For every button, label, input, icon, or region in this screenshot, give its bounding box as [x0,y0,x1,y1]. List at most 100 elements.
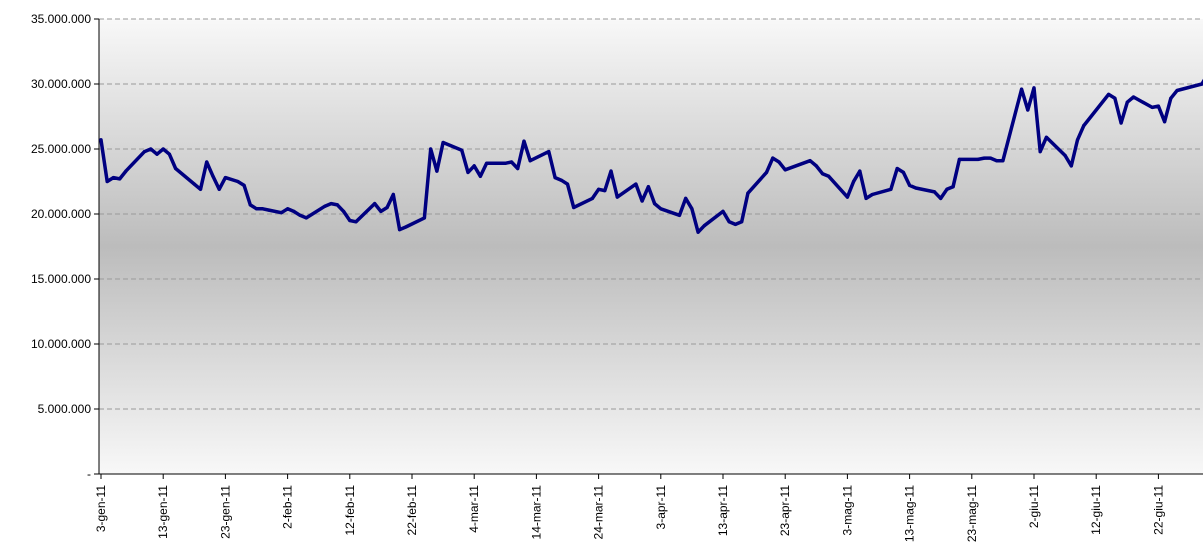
data-point-0-109 [1032,86,1036,90]
data-point-0-39 [404,225,408,229]
x-axis-tick-labels: 3-gen-11 13-gen-11 23-gen-11 2-feb-11 12-feb… [94,485,1165,542]
data-point-0-36 [385,205,389,210]
data-point-0-84 [814,164,818,168]
x-tick-label-6: 4-mar-11 [467,485,481,533]
data-point-0-56 [559,178,563,182]
data-point-0-73 [702,224,706,228]
data-point-0-114 [1075,138,1080,142]
x-tick-label-13: 13-mag-11 [903,485,917,542]
data-point-0-17 [236,179,240,184]
data-point-0-88 [852,179,856,184]
x-tick-label-7: 14-mar-11 [529,485,543,540]
data-point-0-104 [988,156,993,160]
data-point-0-43 [441,140,445,145]
data-point-0-120 [1131,95,1136,99]
data-point-0-102 [976,157,980,161]
data-point-0-69 [677,213,682,217]
data-point-0-94 [901,170,905,174]
data-point-0-21 [261,207,265,211]
data-point-0-38 [397,228,402,232]
data-point-0-119 [1125,100,1129,104]
data-point-0-124 [1169,96,1173,100]
data-point-0-72 [696,230,700,234]
data-point-0-62 [609,169,613,173]
data-point-0-47 [478,174,483,178]
x-tick-label-11: 23-apr-11 [778,485,792,536]
series-layer [99,78,1203,234]
y-tick-label-3: 15.000.000 [31,272,91,286]
gridlines [99,18,1203,410]
data-point-0-123 [1163,120,1167,124]
data-point-0-66 [646,185,650,189]
x-tick-label-12: 3-mag-11 [840,485,854,536]
data-point-0-11 [192,182,196,186]
x-tick-label-8: 24-mar-11 [592,485,606,540]
data-point-0-57 [565,182,570,186]
data-point-0-107 [1019,87,1024,91]
data-point-0-98 [939,196,943,200]
data-point-0-23 [279,211,283,215]
data-point-0-121 [1150,105,1154,109]
x-tick-label-16: 12-giu-11 [1089,485,1103,535]
data-point-0-86 [827,174,831,178]
data-point-0-33 [354,220,358,224]
data-point-0-52 [522,139,526,143]
data-point-0-74 [721,209,725,213]
data-point-0-55 [553,176,557,180]
data-point-0-81 [777,160,781,164]
data-point-0-42 [435,169,439,173]
data-point-0-95 [908,183,912,187]
data-point-0-65 [640,199,644,203]
data-point-0-112 [1063,153,1067,158]
data-point-0-82 [783,168,787,172]
data-point-0-54 [547,150,551,154]
data-point-0-0 [99,138,103,142]
data-point-0-5 [142,150,147,154]
data-point-0-58 [572,205,576,210]
data-point-0-41 [429,147,433,151]
data-point-0-8 [161,147,165,151]
data-point-0-7 [155,152,159,156]
data-point-0-70 [684,196,688,200]
x-tick-label-3: 2-feb-11 [281,485,295,529]
data-point-0-101 [957,157,961,161]
data-point-0-106 [1001,159,1005,163]
data-point-0-10 [174,166,178,171]
data-point-0-2 [111,176,116,180]
data-point-0-90 [864,196,868,200]
data-point-0-108 [1026,108,1030,112]
data-point-0-27 [304,216,308,220]
data-point-0-125 [1175,88,1179,93]
data-point-0-37 [391,192,395,197]
data-point-0-83 [808,159,812,163]
data-point-0-49 [503,161,507,165]
data-point-0-79 [764,170,769,174]
data-point-0-63 [615,195,619,199]
x-tick-label-14: 23-mag-11 [965,485,979,542]
data-point-0-18 [242,183,246,187]
data-point-0-4 [124,169,128,173]
data-point-0-76 [733,222,738,226]
y-axis-tick-labels: - 5.000.000 10.000.000 15.000.000 20.000.000… [31,12,91,481]
data-point-0-45 [466,170,470,174]
data-point-0-91 [870,192,874,197]
x-tick-label-2: 23-gen-11 [218,485,232,539]
data-point-0-13 [205,160,209,164]
data-point-0-53 [528,159,532,163]
data-point-0-12 [198,187,203,191]
data-point-0-77 [740,220,744,224]
y-tick-label-1: 5.000.000 [38,402,92,416]
data-point-0-105 [995,159,999,163]
data-point-0-32 [348,218,352,223]
data-point-0-61 [603,189,607,193]
data-point-0-40 [422,216,427,220]
data-point-0-78 [746,191,750,195]
data-point-0-46 [472,164,476,168]
data-point-0-6 [149,147,153,151]
data-point-0-103 [982,156,986,160]
data-point-0-14 [211,174,215,178]
data-point-0-24 [286,207,290,211]
data-point-0-19 [248,203,252,207]
data-point-0-15 [217,187,221,191]
data-point-0-28 [323,204,327,208]
